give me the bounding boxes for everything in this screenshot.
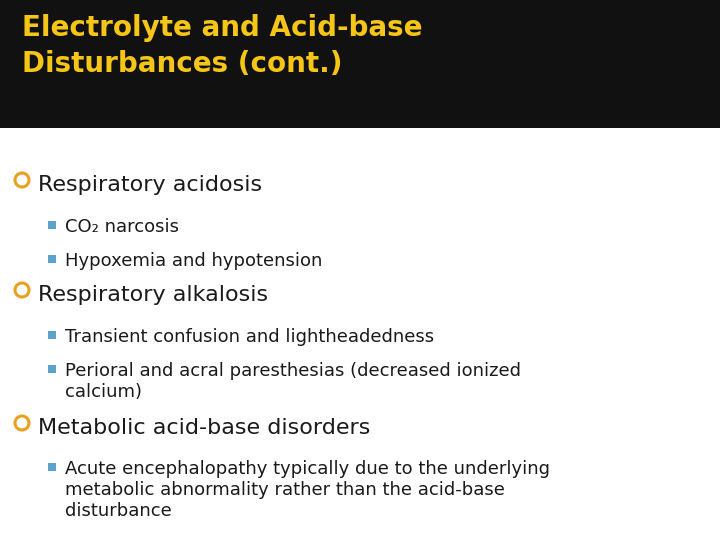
Text: Electrolyte and Acid-base
Disturbances (cont.): Electrolyte and Acid-base Disturbances (…: [22, 14, 423, 78]
Text: CO₂ narcosis: CO₂ narcosis: [65, 218, 179, 236]
Bar: [48, 255, 56, 263]
Bar: [48, 221, 56, 229]
Text: Perioral and acral paresthesias (decreased ionized
calcium): Perioral and acral paresthesias (decreas…: [65, 362, 521, 401]
Bar: [48, 331, 56, 339]
Text: Hypoxemia and hypotension: Hypoxemia and hypotension: [65, 252, 323, 270]
Text: Respiratory alkalosis: Respiratory alkalosis: [38, 285, 268, 305]
Text: Transient confusion and lightheadedness: Transient confusion and lightheadedness: [65, 328, 434, 346]
Text: Metabolic acid-base disorders: Metabolic acid-base disorders: [38, 418, 370, 438]
Bar: [48, 463, 56, 471]
Bar: [48, 365, 56, 373]
Text: Respiratory acidosis: Respiratory acidosis: [38, 175, 262, 195]
Text: Acute encephalopathy typically due to the underlying
metabolic abnormality rathe: Acute encephalopathy typically due to th…: [65, 460, 550, 519]
Bar: [0, 0, 720, 128]
